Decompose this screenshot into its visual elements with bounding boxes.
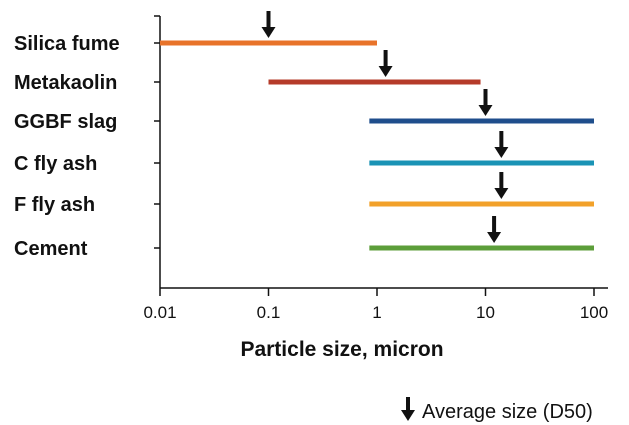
x-tick-label: 100	[580, 303, 608, 322]
category-label: Metakaolin	[14, 72, 117, 94]
axes	[159, 16, 608, 289]
legend-label: Average size (D50)	[422, 401, 593, 423]
d50-arrow	[378, 50, 393, 77]
d50-markers	[261, 11, 509, 243]
d50-arrow	[487, 216, 502, 243]
legend: Average size (D50)	[401, 397, 593, 423]
down-arrow-icon	[401, 397, 415, 421]
y-tick-marks	[154, 15, 160, 249]
category-label: GGBF slag	[14, 111, 117, 133]
range-bars	[160, 40, 594, 251]
category-label: F fly ash	[14, 194, 95, 216]
x-tick-label: 0.01	[143, 303, 176, 322]
category-label: C fly ash	[14, 153, 97, 175]
category-label: Silica fume	[14, 33, 120, 55]
x-tick-label: 0.1	[257, 303, 281, 322]
x-ticks: 0.01 0.1 1 10 100	[143, 288, 608, 322]
category-labels: Silica fume Metakaolin GGBF slag C fly ash F…	[14, 33, 120, 260]
d50-arrow	[494, 172, 509, 199]
x-axis-title: Particle size, micron	[240, 338, 443, 361]
category-label: Cement	[14, 238, 88, 260]
d50-arrow	[261, 11, 276, 38]
x-tick-label: 1	[372, 303, 381, 322]
d50-arrow	[478, 89, 493, 116]
x-tick-label: 10	[476, 303, 495, 322]
d50-arrow	[494, 131, 509, 158]
